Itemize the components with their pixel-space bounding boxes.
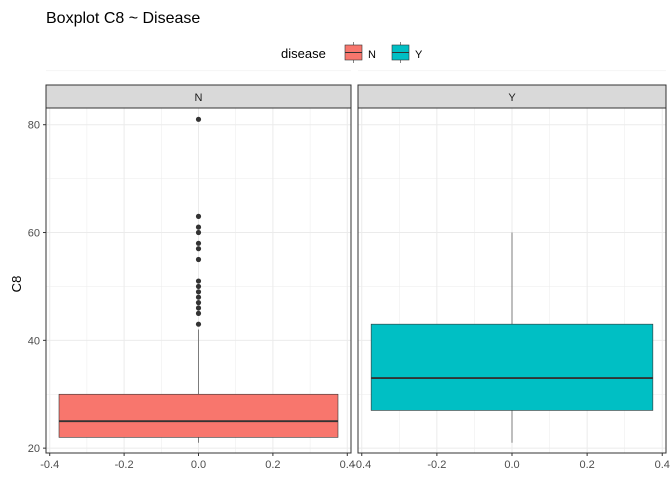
outlier-point (195, 310, 202, 316)
y-tick-label: 20 (28, 443, 40, 455)
outlier-point (195, 300, 202, 306)
outlier-point (195, 283, 202, 290)
legend-key-y: Y (391, 42, 423, 63)
strip-label: Y (508, 92, 516, 104)
x-tick-label: 0.0 (504, 459, 519, 471)
y-tick-label: 40 (28, 335, 40, 347)
legend-key-n: N (344, 42, 376, 63)
y-tick-label: 60 (28, 228, 40, 240)
x-tick-label: 0.2 (579, 459, 594, 471)
x-tick-label: -0.4 (352, 459, 371, 471)
outlier-point (195, 224, 202, 230)
outlier-point (195, 213, 202, 219)
panel-y: Y -0.4 -0.2 0.0 0.2 0.4 (352, 70, 670, 471)
panels: N -0.4 -0.2 0.0 0.2 0.4 20 40 60 80 Y -0.4 -0.2 0.0 0.… (28, 70, 670, 471)
outlier-point (195, 321, 202, 327)
box-iqr (58, 393, 339, 438)
x-tick-label: -0.2 (115, 459, 134, 471)
outlier-point (195, 246, 202, 252)
y-tick-label: 80 (28, 120, 40, 132)
y-axis-label: C8 (9, 276, 24, 293)
outlier-point (195, 240, 202, 246)
strip-label: N (195, 92, 203, 104)
outlier-point (195, 229, 202, 236)
outlier-point (195, 305, 202, 311)
outlier-point (195, 116, 202, 122)
x-tick-label: 0.2 (265, 459, 280, 471)
x-tick-label: 0.4 (340, 459, 355, 471)
legend-title: disease (281, 46, 326, 61)
legend-label-y: Y (415, 49, 423, 61)
chart-title: Boxplot C8 ~ Disease (46, 10, 200, 27)
outlier-point (195, 289, 202, 295)
x-tick-label: 0.0 (191, 459, 206, 471)
legend: disease N Y (281, 42, 423, 63)
x-tick-label: 0.4 (655, 459, 670, 471)
legend-label-n: N (368, 49, 376, 61)
box-iqr (370, 323, 654, 411)
x-tick-label: -0.2 (427, 459, 446, 471)
outlier-point (195, 278, 202, 284)
panel-n: N -0.4 -0.2 0.0 0.2 0.4 20 40 60 80 (28, 70, 355, 471)
outlier-point (195, 294, 202, 300)
x-tick-label: -0.4 (40, 459, 59, 471)
outlier-point (195, 256, 202, 263)
